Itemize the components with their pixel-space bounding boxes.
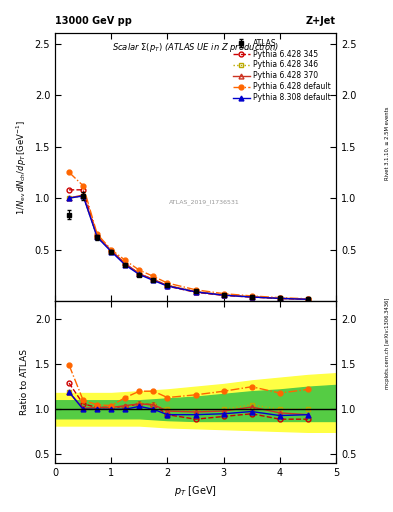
Pythia 6.428 default	[67, 169, 72, 176]
Pythia 6.428 345	[67, 187, 72, 193]
Text: 13000 GeV pp: 13000 GeV pp	[55, 15, 132, 26]
Pythia 6.428 346	[306, 296, 310, 302]
Pythia 6.428 default	[193, 287, 198, 293]
Pythia 6.428 default	[81, 183, 86, 189]
Text: ATLAS_2019_I1736531: ATLAS_2019_I1736531	[169, 199, 239, 205]
Pythia 6.428 345	[123, 261, 128, 267]
Pythia 6.428 default	[221, 291, 226, 297]
Pythia 6.428 346	[221, 292, 226, 298]
Pythia 6.428 370	[151, 276, 156, 283]
Pythia 6.428 345	[165, 283, 170, 289]
Pythia 6.428 default	[151, 273, 156, 280]
Pythia 6.428 default	[165, 280, 170, 286]
Pythia 6.428 370	[137, 271, 142, 277]
Pythia 8.308 default	[250, 294, 254, 300]
Line: Pythia 6.428 370: Pythia 6.428 370	[67, 193, 310, 302]
Y-axis label: Ratio to ATLAS: Ratio to ATLAS	[20, 349, 29, 415]
X-axis label: $p_T$ [GeV]: $p_T$ [GeV]	[174, 484, 217, 498]
Text: mcplots.cern.ch [arXiv:1306.3436]: mcplots.cern.ch [arXiv:1306.3436]	[385, 297, 390, 389]
Line: Pythia 6.428 default: Pythia 6.428 default	[67, 170, 310, 301]
Pythia 6.428 345	[109, 247, 114, 253]
Pythia 6.428 default	[95, 231, 99, 237]
Pythia 8.308 default	[306, 296, 310, 303]
Pythia 6.428 346	[95, 234, 99, 240]
Pythia 6.428 370	[109, 247, 114, 253]
Pythia 6.428 346	[81, 193, 86, 199]
Pythia 6.428 345	[137, 271, 142, 277]
Pythia 6.428 default	[306, 296, 310, 302]
Pythia 6.428 346	[67, 195, 72, 201]
Text: Rivet 3.1.10, ≥ 2.5M events: Rivet 3.1.10, ≥ 2.5M events	[385, 106, 390, 180]
Pythia 6.428 346	[137, 271, 142, 277]
Pythia 8.308 default	[109, 248, 114, 254]
Pythia 8.308 default	[221, 292, 226, 298]
Line: Pythia 8.308 default: Pythia 8.308 default	[67, 194, 310, 302]
Pythia 6.428 370	[306, 296, 310, 303]
Pythia 6.428 default	[137, 267, 142, 273]
Line: Pythia 6.428 345: Pythia 6.428 345	[67, 187, 310, 302]
Pythia 6.428 370	[165, 282, 170, 288]
Pythia 6.428 346	[109, 247, 114, 253]
Pythia 6.428 370	[250, 294, 254, 300]
Pythia 6.428 345	[81, 187, 86, 193]
Pythia 6.428 346	[151, 276, 156, 283]
Pythia 6.428 370	[81, 192, 86, 198]
Pythia 8.308 default	[67, 195, 72, 201]
Pythia 6.428 370	[221, 292, 226, 298]
Y-axis label: $1/N_\mathrm{ev}\,dN_\mathrm{ch}/dp_T\,[\mathrm{GeV}^{-1}]$: $1/N_\mathrm{ev}\,dN_\mathrm{ch}/dp_T\,[…	[15, 120, 29, 215]
Pythia 6.428 345	[277, 295, 282, 302]
Pythia 8.308 default	[137, 271, 142, 278]
Pythia 8.308 default	[95, 234, 99, 240]
Line: Pythia 6.428 346: Pythia 6.428 346	[67, 194, 310, 302]
Pythia 6.428 346	[123, 261, 128, 267]
Pythia 8.308 default	[151, 278, 156, 284]
Pythia 6.428 345	[306, 296, 310, 303]
Pythia 6.428 346	[277, 295, 282, 301]
Pythia 6.428 370	[95, 233, 99, 239]
Pythia 6.428 default	[277, 294, 282, 301]
Pythia 6.428 345	[151, 276, 156, 283]
Pythia 8.308 default	[193, 289, 198, 295]
Pythia 8.308 default	[81, 193, 86, 199]
Text: Z+Jet: Z+Jet	[306, 15, 336, 26]
Pythia 8.308 default	[123, 262, 128, 268]
Pythia 6.428 default	[109, 246, 114, 252]
Pythia 8.308 default	[165, 283, 170, 289]
Pythia 6.428 346	[165, 282, 170, 288]
Pythia 6.428 346	[250, 294, 254, 300]
Pythia 6.428 345	[193, 289, 198, 295]
Pythia 6.428 370	[67, 195, 72, 201]
Pythia 6.428 345	[221, 292, 226, 298]
Legend: ATLAS, Pythia 6.428 345, Pythia 6.428 346, Pythia 6.428 370, Pythia 6.428 defaul: ATLAS, Pythia 6.428 345, Pythia 6.428 34…	[231, 37, 332, 104]
Pythia 6.428 370	[277, 295, 282, 302]
Pythia 6.428 default	[123, 258, 128, 264]
Pythia 6.428 345	[95, 233, 99, 239]
Pythia 6.428 346	[193, 288, 198, 294]
Pythia 8.308 default	[277, 295, 282, 302]
Pythia 6.428 345	[250, 294, 254, 300]
Pythia 6.428 default	[250, 293, 254, 299]
Pythia 6.428 370	[123, 261, 128, 267]
Text: Scalar $\Sigma(p_T)$ (ATLAS UE in Z production): Scalar $\Sigma(p_T)$ (ATLAS UE in Z prod…	[112, 41, 279, 54]
Pythia 6.428 370	[193, 289, 198, 295]
